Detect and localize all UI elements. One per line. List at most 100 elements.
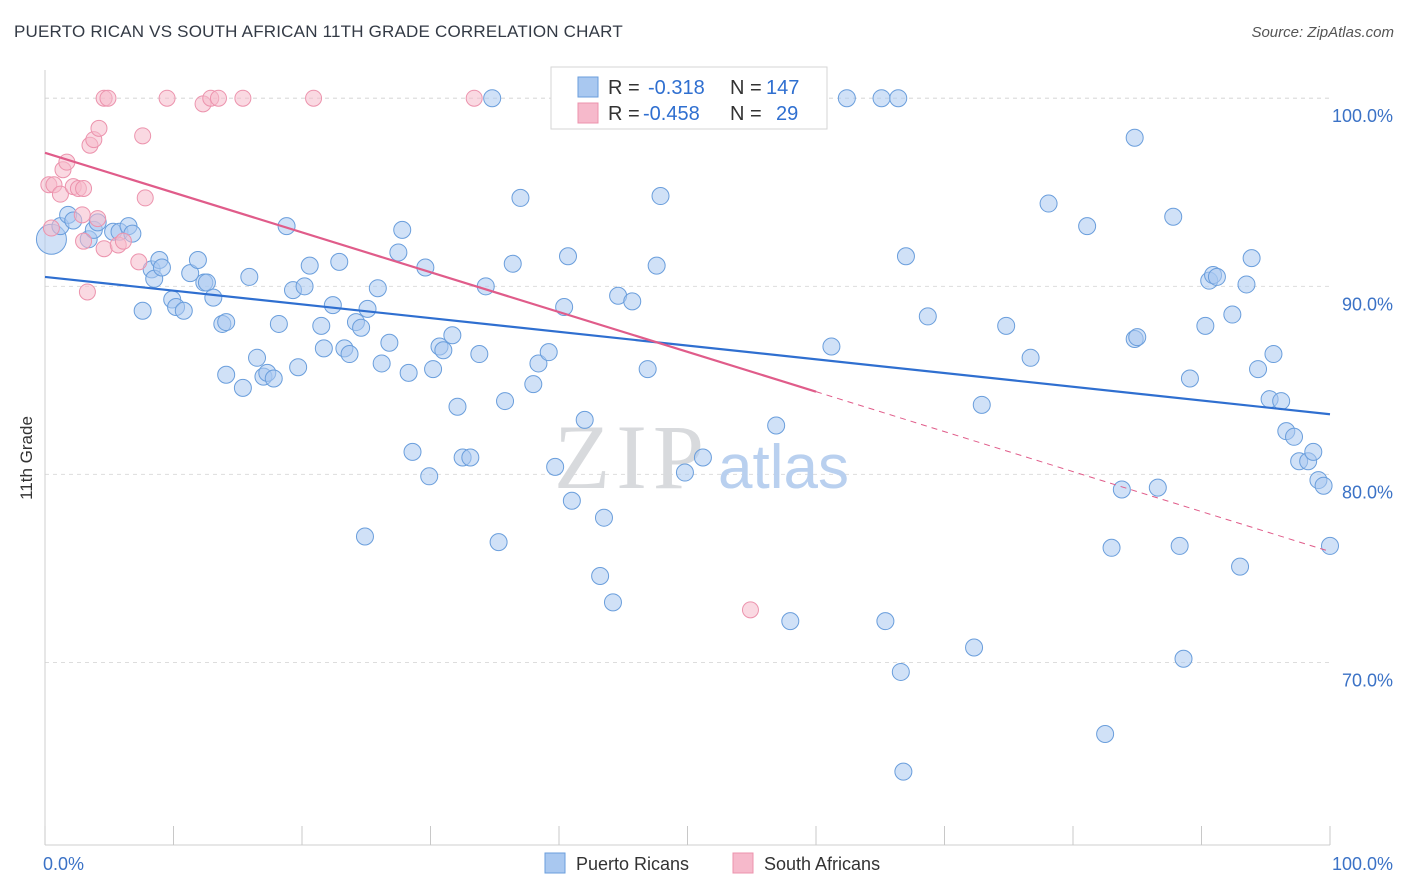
- point-puerto-rican: [352, 318, 371, 337]
- point-puerto-rican: [693, 448, 712, 467]
- point-south-african: [209, 89, 227, 107]
- legend-n-label-pink: N =: [730, 103, 762, 125]
- point-puerto-rican: [496, 392, 515, 411]
- legend-r-label-blue: R =: [608, 77, 640, 99]
- point-puerto-rican: [889, 89, 908, 108]
- point-south-african: [75, 232, 93, 250]
- point-puerto-rican: [1102, 538, 1121, 557]
- point-puerto-rican: [638, 360, 657, 379]
- point-puerto-rican: [399, 363, 418, 382]
- point-puerto-rican: [1264, 345, 1283, 364]
- point-puerto-rican: [289, 358, 308, 377]
- x-ticks: [44, 826, 1331, 845]
- point-south-african: [95, 240, 113, 258]
- legend-n-value-blue: 147: [766, 77, 799, 99]
- point-puerto-rican: [1078, 217, 1097, 236]
- point-puerto-rican: [204, 288, 223, 307]
- x-tick-labels: 0.0% 100.0%: [43, 854, 1393, 874]
- legend-bottom: Puerto Ricans South Africans: [544, 852, 880, 874]
- y-tick-label: 70.0%: [1342, 671, 1393, 691]
- point-puerto-rican: [1314, 476, 1333, 495]
- point-puerto-rican: [1021, 348, 1040, 367]
- legend-swatch-blue: [577, 76, 599, 98]
- point-puerto-rican: [822, 337, 841, 356]
- point-puerto-rican: [781, 612, 800, 631]
- point-south-african: [99, 89, 117, 107]
- point-south-african: [114, 232, 132, 250]
- legend-top: R = -0.318 N = 147 R = -0.458 N = 29: [550, 66, 828, 130]
- legend-bottom-label-pink: South Africans: [764, 854, 880, 874]
- point-puerto-rican: [623, 292, 642, 311]
- point-south-african: [51, 185, 69, 203]
- legend-bottom-label-blue: Puerto Ricans: [576, 854, 689, 874]
- point-puerto-rican: [1125, 128, 1144, 147]
- point-puerto-rican: [358, 299, 377, 318]
- point-puerto-rican: [837, 89, 856, 108]
- point-puerto-rican: [355, 527, 374, 546]
- point-puerto-rican: [240, 267, 259, 286]
- point-puerto-rican: [152, 258, 171, 277]
- point-puerto-rican: [174, 301, 193, 320]
- y-tick-label: 90.0%: [1342, 294, 1393, 314]
- point-puerto-rican: [312, 316, 331, 335]
- legend-r-value-blue: -0.318: [648, 77, 705, 99]
- point-puerto-rican: [330, 252, 349, 271]
- point-puerto-rican: [891, 662, 910, 681]
- point-puerto-rican: [1242, 249, 1261, 268]
- point-puerto-rican: [1272, 392, 1291, 411]
- point-puerto-rican: [894, 762, 913, 781]
- y-tick-label: 80.0%: [1342, 482, 1393, 502]
- point-puerto-rican: [393, 220, 412, 239]
- point-puerto-rican: [896, 247, 915, 266]
- point-puerto-rican: [562, 491, 581, 510]
- point-puerto-rican: [443, 326, 462, 345]
- point-puerto-rican: [233, 378, 252, 397]
- point-puerto-rican: [217, 365, 236, 384]
- point-puerto-rican: [675, 463, 694, 482]
- point-puerto-rican: [181, 264, 200, 283]
- point-puerto-rican: [591, 567, 610, 586]
- point-south-african: [130, 253, 148, 271]
- point-puerto-rican: [997, 316, 1016, 335]
- point-puerto-rican: [539, 343, 558, 362]
- trend-line-south-africans-extension: [815, 391, 1331, 553]
- legend-n-value-pink: 29: [776, 103, 798, 125]
- point-puerto-rican: [511, 188, 530, 207]
- point-puerto-rican: [248, 348, 267, 367]
- legend-bottom-swatch-blue: [544, 852, 566, 874]
- point-puerto-rican: [434, 341, 453, 360]
- point-puerto-rican: [389, 243, 408, 262]
- point-puerto-rican: [972, 395, 991, 414]
- point-puerto-rican: [372, 354, 391, 373]
- point-puerto-rican: [1128, 328, 1147, 347]
- point-puerto-rican: [470, 345, 489, 364]
- point-south-african: [305, 89, 323, 107]
- legend-r-label-pink: R =: [608, 103, 640, 125]
- point-puerto-rican: [524, 375, 543, 394]
- point-puerto-rican: [380, 333, 399, 352]
- y-tick-labels: 70.0% 80.0% 90.0% 100.0%: [1332, 106, 1393, 690]
- trend-lines: [44, 151, 1331, 553]
- point-puerto-rican: [314, 339, 333, 358]
- point-puerto-rican: [503, 254, 522, 273]
- point-puerto-rican: [340, 345, 359, 364]
- point-puerto-rican: [647, 256, 666, 275]
- point-puerto-rican: [1112, 480, 1131, 499]
- point-puerto-rican: [876, 612, 895, 631]
- point-puerto-rican: [133, 301, 152, 320]
- point-puerto-rican: [295, 277, 314, 296]
- point-puerto-rican: [965, 638, 984, 657]
- point-puerto-rican: [269, 314, 288, 333]
- point-south-african: [741, 601, 759, 619]
- chart-source: Source: ZipAtlas.com: [1251, 24, 1394, 41]
- point-puerto-rican: [403, 442, 422, 461]
- point-puerto-rican: [1285, 427, 1304, 446]
- point-puerto-rican: [1223, 305, 1242, 324]
- point-south-african: [234, 89, 252, 107]
- point-south-african: [75, 180, 93, 198]
- point-puerto-rican: [575, 410, 594, 429]
- trend-line-puerto-ricans: [44, 275, 1331, 416]
- point-puerto-rican: [188, 250, 207, 269]
- point-puerto-rican: [1180, 369, 1199, 388]
- point-puerto-rican: [1096, 725, 1115, 744]
